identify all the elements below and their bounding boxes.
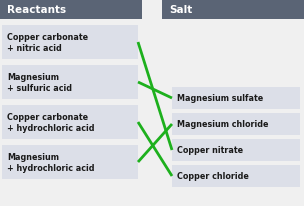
Text: Copper chloride: Copper chloride <box>177 172 249 181</box>
Bar <box>172 139 300 161</box>
Text: Copper nitrate: Copper nitrate <box>177 146 243 155</box>
Text: Magnesium
+ sulfuric acid: Magnesium + sulfuric acid <box>7 72 72 93</box>
Bar <box>172 114 300 135</box>
Bar <box>2 66 138 99</box>
Text: Salt: Salt <box>169 5 192 15</box>
Text: Magnesium
+ hydrochloric acid: Magnesium + hydrochloric acid <box>7 152 95 173</box>
Text: Copper carbonate
+ nitric acid: Copper carbonate + nitric acid <box>7 32 88 53</box>
Bar <box>2 26 138 60</box>
Text: Copper carbonate
+ hydrochloric acid: Copper carbonate + hydrochloric acid <box>7 112 95 133</box>
Bar <box>0 0 142 20</box>
Text: Magnesium chloride: Magnesium chloride <box>177 120 268 129</box>
Bar <box>2 105 138 139</box>
Text: Reactants: Reactants <box>7 5 66 15</box>
Bar <box>172 165 300 187</box>
Bar <box>162 0 304 20</box>
Text: Magnesium sulfate: Magnesium sulfate <box>177 94 263 103</box>
Bar <box>2 145 138 179</box>
Bar <box>172 88 300 109</box>
